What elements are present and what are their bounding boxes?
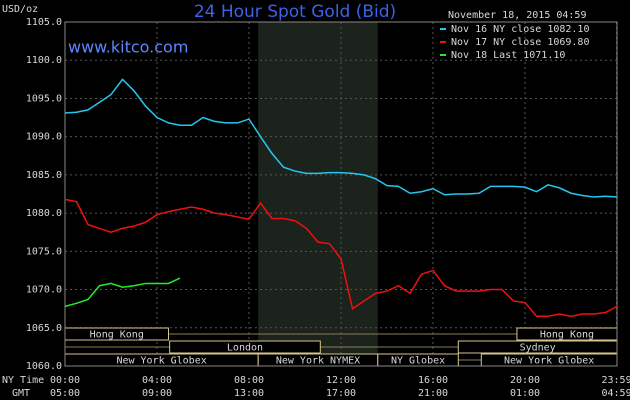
session-label: New York NYMEX [276, 356, 360, 367]
y-tick-label: 1105.0 [26, 17, 62, 28]
timestamp: November 18, 2015 04:59 [448, 10, 586, 21]
watermark: www.kitco.com [68, 38, 188, 57]
x-tick-label: 00:00 [50, 375, 80, 386]
x-tick-label: 08:00 [234, 375, 264, 386]
y-tick-label: 1060.0 [26, 361, 62, 372]
y-tick-label: 1075.0 [26, 246, 62, 257]
x-tick-label: 12:00 [326, 375, 356, 386]
y-tick-label: 1065.0 [26, 323, 62, 334]
session-bar [169, 340, 321, 354]
session-label: Hong Kong [90, 330, 144, 341]
legend-label: Nov 17 NY close 1069.80 [451, 37, 589, 48]
x-tick-label: 16:00 [418, 375, 448, 386]
y-tick-label: 1100.0 [26, 55, 62, 66]
x-tick-label: 04:00 [142, 375, 172, 386]
x-tick-label-gmt: 21:00 [418, 388, 448, 399]
session-label: Hong Kong [540, 330, 594, 341]
session-label: NY Globex [391, 356, 445, 367]
x-tick-label-gmt: 09:00 [142, 388, 172, 399]
y-tick-label: 1080.0 [26, 208, 62, 219]
x-row-label: GMT [12, 388, 30, 399]
session-label: New York Globex [116, 356, 206, 367]
plot-border [64, 21, 618, 367]
chart-title: 24 Hour Spot Gold (Bid) [194, 2, 396, 22]
x-tick-label: 20:00 [510, 375, 540, 386]
legend-label: Nov 18 Last 1071.10 [451, 50, 565, 61]
x-tick-label: 23:59 [601, 375, 630, 386]
y-tick-label: 1085.0 [26, 170, 62, 181]
session-label: Sydney [520, 343, 556, 354]
x-tick-label-gmt: 05:00 [50, 388, 80, 399]
session-label: London [227, 343, 263, 354]
series-line [64, 78, 618, 198]
y-tick-label: 1090.0 [26, 132, 62, 143]
x-tick-label-gmt: 17:00 [326, 388, 356, 399]
y-axis-label: USD/oz [2, 4, 38, 15]
series-line [64, 198, 618, 318]
y-tick-label: 1095.0 [26, 93, 62, 104]
legend-label: Nov 16 NY close 1082.10 [451, 24, 589, 35]
y-tick-label: 1070.0 [26, 285, 62, 296]
session-label: New York Globex [504, 356, 594, 367]
x-tick-label-gmt: 13:00 [234, 388, 264, 399]
x-tick-label-gmt: 04:59 [601, 388, 630, 399]
series-line [64, 277, 181, 308]
x-row-label: NY Time [2, 375, 44, 386]
highlight-band [258, 22, 378, 366]
x-tick-label-gmt: 01:00 [510, 388, 540, 399]
